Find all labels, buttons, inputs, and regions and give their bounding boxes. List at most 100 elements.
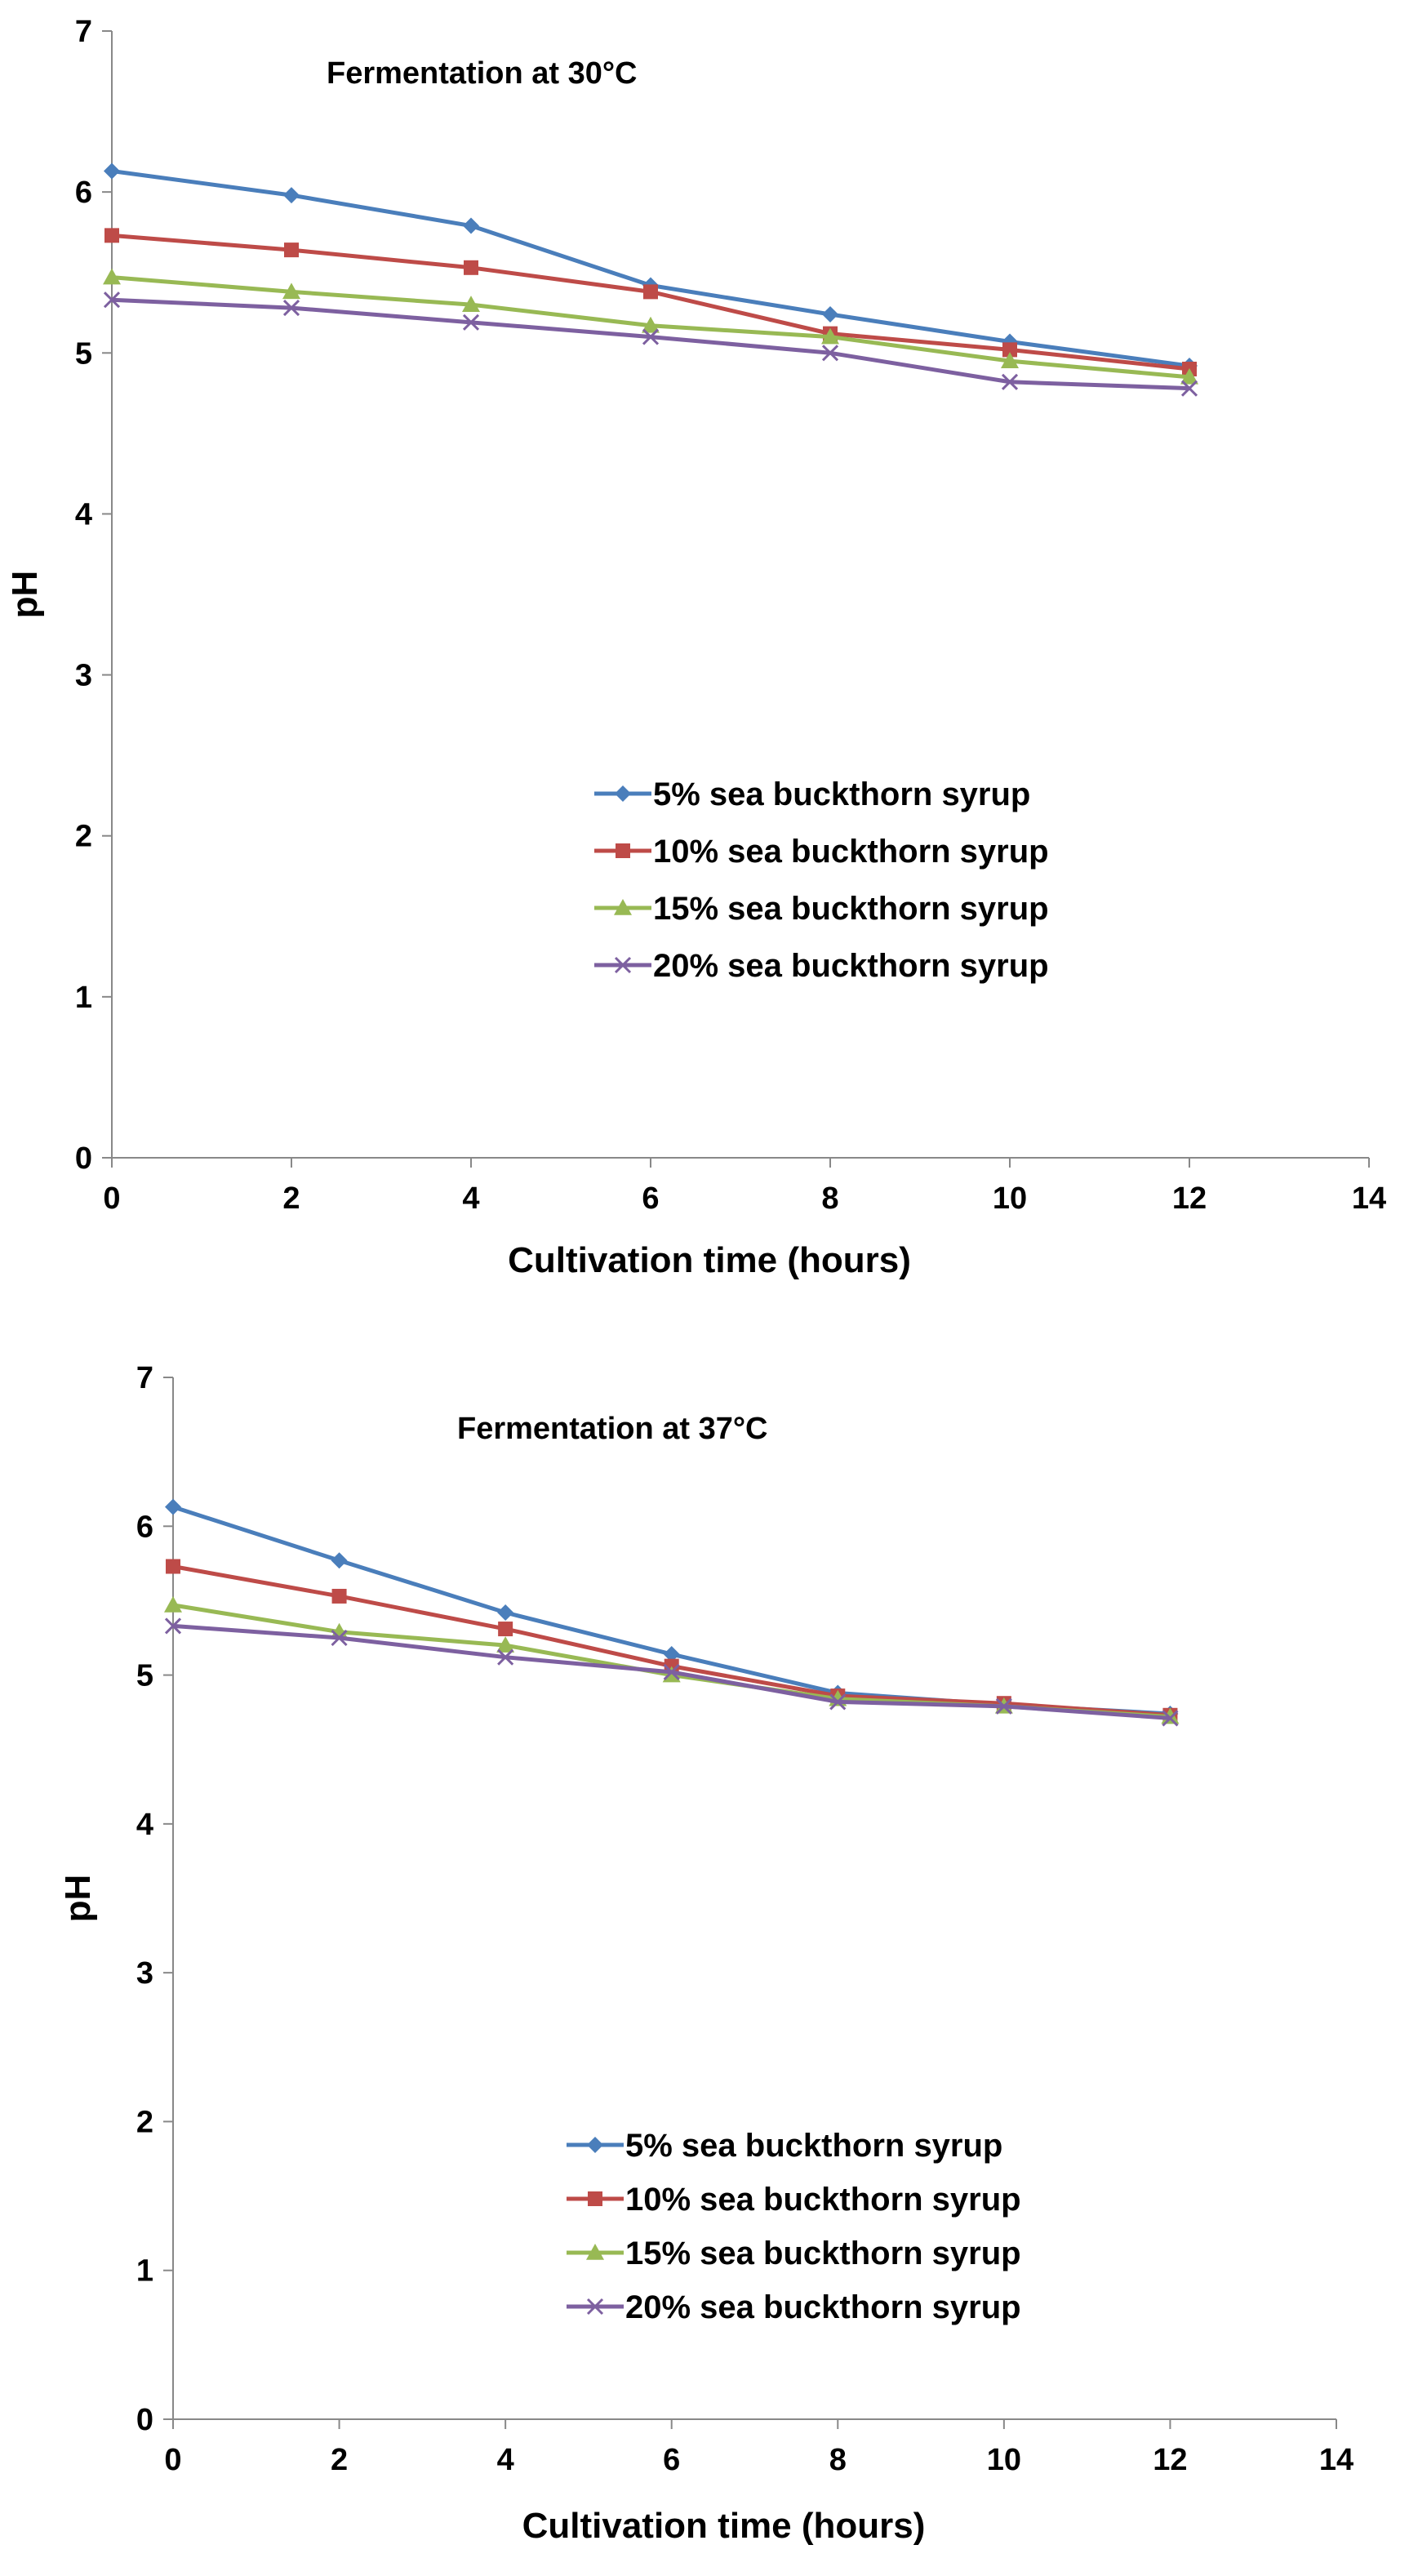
data-point [663,1646,680,1663]
data-point [164,1617,182,1635]
data-point [1180,380,1198,397]
legend-label: 5% sea buckthorn syrup [625,2128,1002,2164]
y-tick-label: 5 [136,1659,153,1693]
legend-item: 5% sea buckthorn syrup [567,2128,1002,2164]
marker-stroke [1180,380,1198,397]
x-tick-label: 6 [663,2443,680,2477]
legend-label: 15% sea buckthorn syrup [625,2236,1021,2271]
data-point [464,260,478,275]
marker-stroke [282,300,300,317]
y-tick-label: 2 [136,2105,153,2139]
data-point [103,268,121,285]
data-point [821,327,839,345]
x-tick-label: 14 [1352,1181,1386,1216]
legend-marker [586,2244,604,2260]
data-point [643,284,658,300]
legend-marker [616,843,630,858]
series-2 [104,228,1197,376]
y-tick-label: 1 [136,2254,153,2289]
data-point [642,328,660,345]
data-point [284,242,299,258]
legend-marker [614,899,632,915]
data-point [822,305,838,323]
marker-stroke [821,345,839,362]
marker-stroke [1001,373,1019,390]
series-4 [164,1617,1179,1727]
y-axis-label: pH [5,571,45,619]
legend: 5% sea buckthorn syrup 10% sea buckthorn … [567,2128,1021,2325]
marker-stroke [995,1697,1012,1715]
legend-item: 10% sea buckthorn syrup [594,834,1049,870]
data-point [497,1648,514,1666]
x-tick-label: 0 [164,2443,181,2477]
x-tick-label: 12 [1153,2443,1187,2477]
data-point [104,228,119,243]
y-tick-label: 5 [75,336,92,371]
y-tick-label: 1 [75,981,92,1015]
series-line [111,233,1190,371]
x-tick-label: 2 [282,1181,300,1216]
y-tick-label: 6 [75,176,92,210]
x-tick-label: 8 [829,2443,847,2477]
data-point [1180,367,1198,385]
data-point [164,1595,182,1613]
x-axis-label: Cultivation time (hours) [508,1240,911,1280]
data-point [829,1693,847,1711]
legend-item: 20% sea buckthorn syrup [594,948,1049,984]
series-line [172,1505,1171,1716]
legend-label: 20% sea buckthorn syrup [653,948,1049,984]
legend-item: 5% sea buckthorn syrup [594,776,1030,812]
data-point [496,1636,515,1653]
series-1 [104,162,1198,375]
data-point [282,300,300,317]
y-tick-label: 6 [136,1510,153,1544]
y-tick-label: 4 [75,497,92,532]
data-point [1001,373,1019,390]
legend-item: 15% sea buckthorn syrup [594,891,1049,927]
legend-item: 10% sea buckthorn syrup [567,2182,1021,2218]
marker-stroke [1162,1710,1179,1727]
legend-item: 20% sea buckthorn syrup [567,2289,1021,2325]
data-point [166,1559,180,1574]
data-point [995,1697,1012,1715]
data-point [165,1498,181,1515]
data-point [463,217,479,234]
data-point [103,291,121,309]
data-point [282,283,300,300]
y-tick-label: 0 [75,1141,92,1176]
marker-stroke [103,291,121,309]
y-tick-label: 2 [75,820,92,854]
data-point [462,314,480,331]
marker-stroke [164,1617,182,1635]
data-point [331,1588,347,1604]
series-1 [165,1498,1179,1722]
data-point [821,345,839,362]
y-tick-label: 7 [136,1361,153,1395]
x-axis-label: Cultivation time (hours) [522,2506,926,2546]
chart-title: Fermentation at 37°C [457,1412,768,1446]
marker-stroke [462,314,480,331]
series-3 [103,268,1198,385]
marker-stroke [642,328,660,345]
y-tick-label: 0 [136,2403,153,2437]
legend-item: 15% sea buckthorn syrup [567,2236,1021,2271]
legend-marker [614,956,632,974]
x-tick-label: 4 [462,1181,479,1216]
x-tick-label: 10 [987,2443,1021,2477]
x-tick-label: 2 [331,2443,348,2477]
legend-marker [587,2137,603,2153]
data-point [331,1552,348,1569]
data-point [331,1629,348,1647]
data-point [1001,352,1019,368]
marker-stroke [663,1663,680,1680]
legend-label: 20% sea buckthorn syrup [625,2289,1021,2325]
y-tick-label: 3 [136,1956,153,1991]
x-tick-label: 0 [103,1181,120,1216]
x-tick-label: 6 [642,1181,659,1216]
legend-label: 5% sea buckthorn syrup [653,776,1030,812]
data-point [642,316,660,333]
data-point [283,187,300,204]
chart-title: Fermentation at 30°C [327,56,638,91]
